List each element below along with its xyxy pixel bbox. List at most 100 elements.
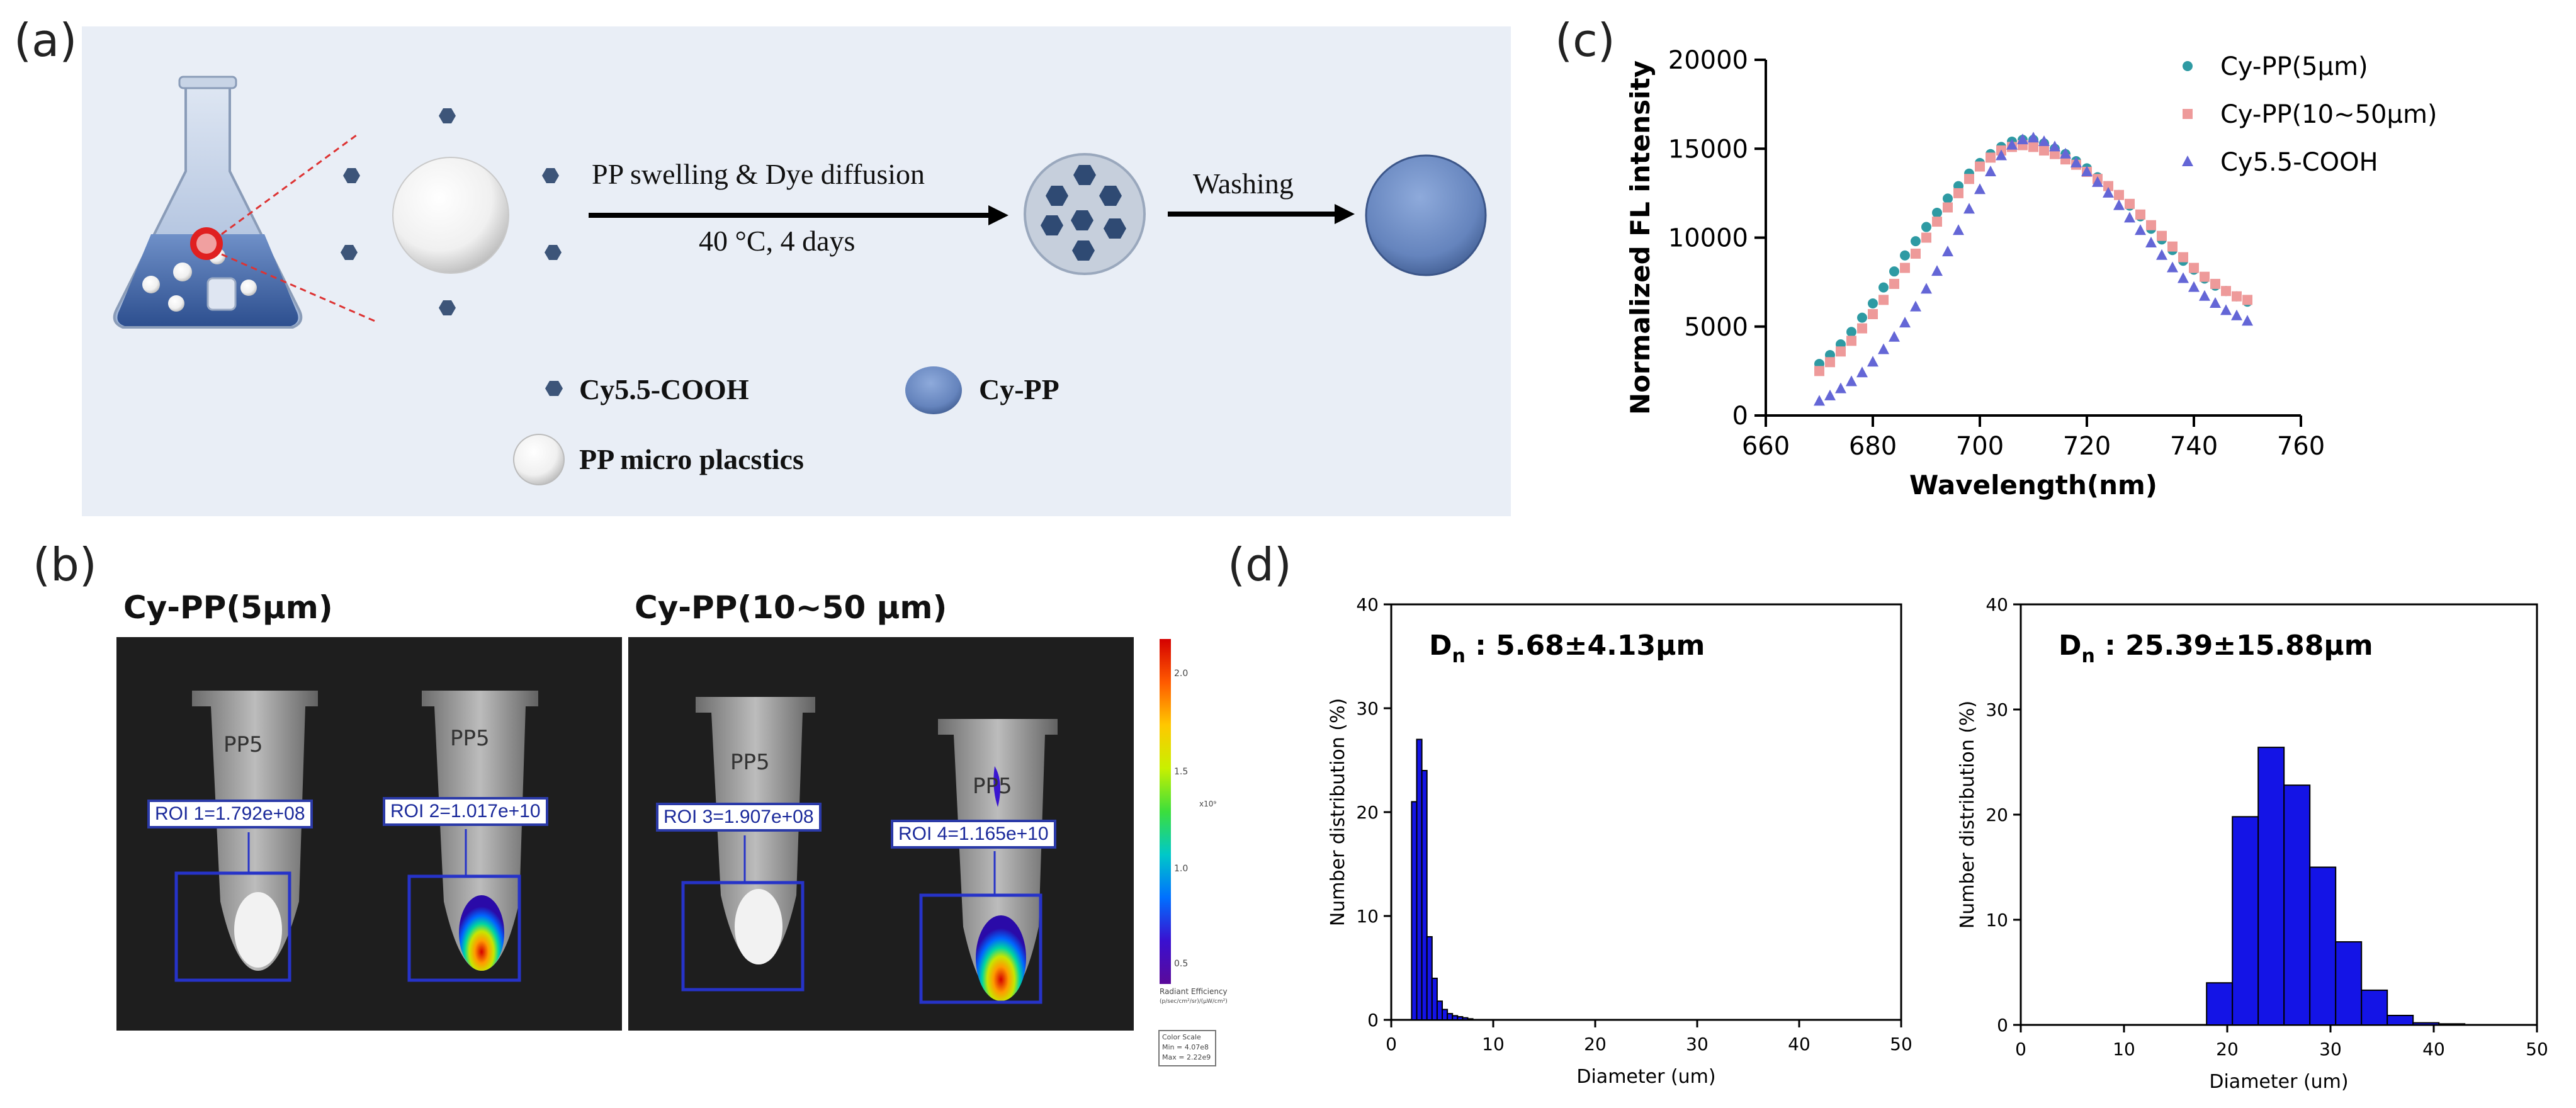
data-point-2-10 [1921,283,1932,294]
data-point-1-22 [2050,149,2060,159]
color-scale-title: Color Scale [1162,1033,1201,1041]
panel-a-drawing [113,76,1487,485]
data-point-1-5 [1868,308,1878,319]
data-point-1-30 [2135,209,2145,220]
data-point-2-25 [2081,165,2093,176]
tube-label-4: PP5 [973,774,1012,799]
roi-label-3: ROI 3=1.907e+08 [656,803,822,832]
legend-pp-icon [513,434,565,485]
data-point-1-6 [1878,295,1889,305]
color-scale-min: Min = 4.07e8 [1162,1043,1209,1051]
cy-pp-particle-icon [1365,154,1487,276]
y-tick-label: 0 [1997,1015,2008,1036]
histogram-bar-0 [2206,982,2234,1026]
x-tick-label: 10 [2113,1039,2135,1060]
data-point-2-13 [1953,224,1964,235]
data-point-0-11 [1932,207,1942,218]
scale-tick-3: 1.0 [1174,864,1189,874]
data-point-2-0 [1814,395,1825,406]
y-tick-label: 30 [1356,698,1379,719]
y-tick-label: 0 [1732,402,1748,431]
x-tick-label: 30 [2319,1039,2342,1060]
data-point-1-4 [1857,323,1867,334]
data-point-0-3 [1846,327,1856,337]
data-point-2-5 [1867,356,1878,367]
scale-tick-2: 1.5 [1174,767,1189,777]
data-point-1-13 [1953,188,1963,198]
data-point-0-10 [1921,222,1931,232]
flask-icon [113,76,303,329]
washing-label: Washing [1193,167,1294,200]
data-point-1-11 [1932,217,1942,227]
data-point-legend-1 [2183,109,2193,119]
legend-label-2: Cy5.5-COOH [2220,148,2378,177]
legend-pp-label: PP micro placstics [579,443,804,475]
histogram-10-50um: 0 10 20 30 40 0 10 20 30 40 50 Diameter (um) Number … [1957,594,2548,1093]
data-point-1-34 [2178,252,2188,263]
tube-label-1: PP5 [223,732,263,757]
data-point-1-29 [2125,198,2135,209]
data-point-0-7 [1889,266,1899,277]
histogram-bar-5 [1436,1000,1443,1020]
legend-cypp-icon [905,366,962,414]
data-point-2-7 [1889,331,1900,342]
y-tick-label: 5000 [1684,313,1748,342]
data-point-1-12 [1943,202,1953,213]
y-tick-label: 20 [1986,805,2008,825]
y-tick-label: 20 [1356,802,1379,823]
x-tick-label: 740 [2170,432,2218,461]
x-tick-label: 40 [2422,1039,2445,1060]
roi-label-1: ROI 1=1.792e+08 [147,800,313,828]
data-point-1-40 [2242,295,2252,305]
data-point-2-16 [1985,165,1996,176]
data-point-0-8 [1900,250,1910,261]
roi-label-4: ROI 4=1.165e+10 [891,820,1056,849]
x-tick-label: 660 [1742,432,1790,461]
panel-b-title-left: Cy-PP(5μm) [123,589,333,626]
x-tick-label: 50 [2526,1039,2548,1060]
data-point-2-40 [2242,315,2253,326]
data-point-2-23 [2060,147,2071,159]
histogram-bar-8 [1452,1015,1459,1021]
data-point-0-5 [1868,298,1878,309]
data-point-1-32 [2157,230,2167,241]
data-point-2-29 [2124,212,2135,223]
color-scale-box: Color Scale Min = 4.07e8 Max = 2.22e9 [1158,1030,1216,1066]
scale-tick-4: 0.5 [1174,959,1189,969]
y-tick-label: 20000 [1668,46,1748,75]
histogram-5um: 0 10 20 30 40 0 10 20 30 40 50 Diameter (um) Number … [1327,594,1912,1088]
histogram-bar-2 [1421,770,1428,1020]
dye-hexagons [341,108,562,315]
data-point-0-4 [1857,312,1867,323]
data-point-1-36 [2200,271,2210,282]
data-point-legend-0 [2183,61,2193,71]
data-point-1-1 [1825,357,1835,368]
data-point-2-14 [1963,203,1975,214]
data-point-legend-2 [2182,155,2193,166]
panel-d-label: (d) [1228,538,1292,591]
data-point-2-34 [2178,272,2189,283]
data-point-2-17 [1996,149,2007,161]
y-axis-label: Normalized FL intensity [1625,60,1656,415]
panel-b-title-right: Cy-PP(10~50 μm) [635,589,947,626]
data-point-2-36 [2199,290,2210,301]
scale-units: (p/sec/cm²/sr)/(μW/cm²) [1160,998,1228,1005]
x-tick-label: 40 [1788,1034,1811,1054]
color-scale-bar [1160,639,1171,984]
data-point-2-19 [2017,133,2028,145]
data-point-2-22 [2049,140,2060,152]
data-point-1-28 [2114,189,2124,200]
histogram-bar-1 [2232,816,2259,1026]
x-tick-label: 50 [1890,1034,1912,1054]
x-axis-label: Wavelength(nm) [1909,470,2157,500]
data-point-2-26 [2092,176,2103,187]
data-point-1-9 [1911,248,1921,259]
legend-dye-label: Cy5.5-COOH [579,373,749,405]
histogram-bar-7 [1447,1013,1454,1020]
data-point-2-24 [2070,156,2082,167]
x-tick-label: 30 [1686,1034,1709,1054]
plot-frame [1390,603,1902,1021]
data-point-2-12 [1942,246,1953,257]
tube-drawings: PP5 PP5 PP5 PP5 [174,691,1058,1004]
panel-a-label: (a) [14,14,77,67]
